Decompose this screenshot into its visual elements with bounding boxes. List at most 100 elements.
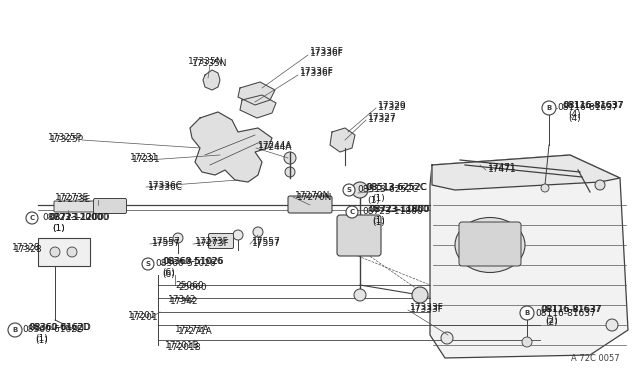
Text: 17557: 17557 (152, 237, 180, 247)
Text: 08360-51026: 08360-51026 (163, 257, 223, 266)
Text: (2): (2) (545, 315, 557, 324)
Text: A 72C 0057: A 72C 0057 (572, 354, 620, 363)
Polygon shape (330, 128, 355, 152)
Text: S: S (145, 261, 150, 267)
Text: (2): (2) (545, 318, 557, 327)
Circle shape (522, 337, 532, 347)
Text: 17333F: 17333F (410, 304, 444, 312)
Text: 17273E: 17273E (55, 193, 89, 202)
Text: 17325P: 17325P (48, 134, 82, 142)
Text: 17201: 17201 (130, 312, 159, 321)
Text: (1): (1) (35, 334, 48, 343)
Polygon shape (238, 82, 275, 105)
FancyBboxPatch shape (209, 234, 234, 248)
Text: 17557: 17557 (152, 240, 180, 248)
Polygon shape (430, 155, 628, 358)
Text: 17335N: 17335N (188, 58, 223, 67)
Circle shape (253, 227, 263, 237)
Circle shape (233, 230, 243, 240)
Text: 08723-12000: 08723-12000 (48, 214, 109, 222)
Text: 17325P: 17325P (50, 135, 84, 144)
Circle shape (285, 167, 295, 177)
Circle shape (8, 323, 22, 337)
Text: 08723-11800: 08723-11800 (362, 208, 422, 217)
Text: 08360-6162D: 08360-6162D (29, 324, 91, 333)
Text: 08723-11800: 08723-11800 (369, 205, 429, 215)
Text: 25060: 25060 (178, 282, 207, 292)
Text: (1): (1) (367, 196, 380, 205)
Text: (4): (4) (568, 110, 580, 119)
FancyBboxPatch shape (459, 222, 521, 266)
Polygon shape (432, 155, 620, 190)
Text: 17231: 17231 (132, 155, 161, 164)
Text: 08116-81637: 08116-81637 (563, 100, 624, 109)
Circle shape (346, 206, 358, 218)
FancyBboxPatch shape (38, 238, 90, 266)
Circle shape (352, 182, 368, 198)
Text: C: C (29, 215, 35, 221)
Text: B: B (524, 310, 530, 316)
Text: 08116-81637: 08116-81637 (535, 308, 596, 317)
Polygon shape (190, 112, 272, 182)
Text: (1): (1) (35, 336, 48, 344)
Text: (1): (1) (372, 218, 385, 227)
Text: 17231: 17231 (130, 154, 159, 163)
Text: 08723-11800: 08723-11800 (368, 205, 429, 215)
Text: 08116-81637: 08116-81637 (540, 305, 601, 314)
Text: 17336C: 17336C (148, 180, 183, 189)
Text: 17471: 17471 (488, 164, 516, 173)
Text: (4): (4) (568, 113, 580, 122)
Text: (1): (1) (372, 215, 385, 224)
FancyBboxPatch shape (93, 199, 127, 214)
Text: 17336C: 17336C (148, 183, 183, 192)
Text: 17336F: 17336F (300, 68, 334, 77)
Text: 17342: 17342 (170, 296, 198, 305)
Text: 17557: 17557 (252, 240, 281, 248)
Text: 17327: 17327 (368, 115, 397, 124)
Text: 08116-81637: 08116-81637 (557, 103, 618, 112)
Circle shape (26, 212, 38, 224)
Text: 08513-6252C: 08513-6252C (357, 186, 418, 195)
Text: 08360-51026: 08360-51026 (162, 257, 223, 266)
Text: 17270N: 17270N (295, 190, 330, 199)
Text: 08360-51026: 08360-51026 (155, 260, 216, 269)
Text: C: C (349, 209, 355, 215)
Polygon shape (240, 95, 276, 118)
Text: 17244A: 17244A (258, 141, 292, 150)
Text: 25060: 25060 (175, 280, 204, 289)
Polygon shape (203, 70, 220, 90)
Text: 17270N: 17270N (297, 192, 332, 202)
Text: 17273F: 17273F (196, 240, 230, 248)
Text: 08360-6162D: 08360-6162D (28, 324, 90, 333)
Circle shape (354, 289, 366, 301)
Text: (6): (6) (162, 269, 175, 279)
Text: B: B (547, 105, 552, 111)
Circle shape (67, 247, 77, 257)
Circle shape (343, 184, 355, 196)
Ellipse shape (455, 218, 525, 273)
Text: 08513-6252C: 08513-6252C (365, 183, 426, 192)
Circle shape (412, 287, 428, 303)
Circle shape (541, 184, 549, 192)
Text: 17244A: 17244A (258, 142, 292, 151)
Text: 17342: 17342 (168, 295, 196, 305)
Circle shape (542, 101, 556, 115)
Text: 17333F: 17333F (410, 305, 444, 314)
Text: 17557: 17557 (252, 237, 281, 247)
Text: 17271A: 17271A (178, 327, 212, 337)
Circle shape (520, 306, 534, 320)
Circle shape (284, 152, 296, 164)
Text: 17329: 17329 (378, 100, 406, 109)
Text: (1): (1) (52, 224, 65, 232)
Text: 17336F: 17336F (300, 67, 334, 77)
Circle shape (595, 180, 605, 190)
Text: S: S (346, 187, 351, 193)
Circle shape (441, 332, 453, 344)
Text: 17201B: 17201B (167, 343, 202, 352)
Text: 17201B: 17201B (165, 340, 200, 350)
Text: 08116-81637: 08116-81637 (541, 305, 602, 314)
Text: 08723-12000: 08723-12000 (49, 214, 109, 222)
FancyBboxPatch shape (337, 215, 381, 256)
FancyBboxPatch shape (54, 201, 101, 212)
Text: 17271A: 17271A (175, 326, 210, 334)
